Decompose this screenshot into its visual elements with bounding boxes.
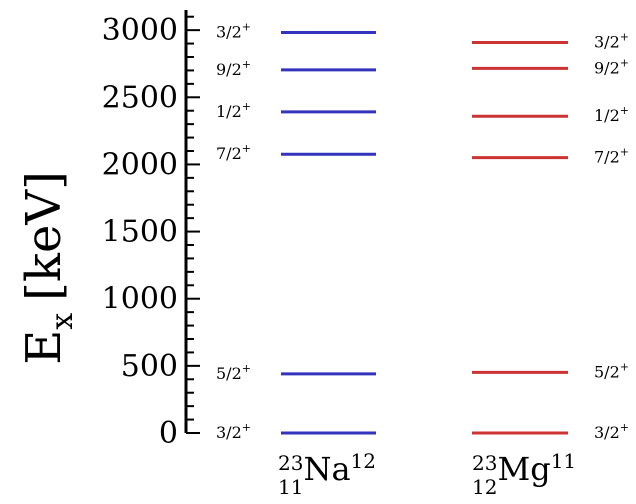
y-axis: 0 500 1000 1500 2000 2500 3000 [102,10,200,451]
mg-mass-number: 23 [472,451,497,475]
na-level-label: 9/2+ [216,58,251,79]
y-tick-label: 500 [121,349,178,384]
na-level-label: 1/2+ [216,100,251,121]
y-axis-label-unit: [keV] [16,171,72,301]
mg-neutron-number: 11 [551,449,576,473]
na-level-label: 7/2+ [216,142,251,163]
y-axis-label: Ex [keV] [16,171,80,365]
mg-level-label: 1/2+ [594,104,629,125]
y-axis-label-subscript: x [45,313,80,330]
mg-level-label: 5/2+ [594,360,629,381]
y-tick-label: 3000 [102,13,178,48]
mg-level-label: 9/2+ [594,56,629,77]
y-tick-label: 2500 [102,80,178,115]
nucleus-labels: 23Na12 11 23Mg11 12 [278,449,576,499]
y-tick-label: 2000 [102,147,178,182]
na-proton-number: 11 [278,475,303,499]
level-lines: 3/2+ 5/2+ 7/2+ 1/2+ 9/2+ 3/2+ 3/2+ 5/2+ 7/2+ 1/2+… [216,21,629,442]
na-mass-number: 23 [278,451,303,475]
na-level-label: 3/2+ [216,421,251,442]
na-level-label: 3/2+ [216,21,251,42]
nucleus-label-na: 23Na12 [278,449,376,488]
mg-level-label: 3/2+ [594,421,629,442]
na-element: Na [303,450,350,488]
y-tick-label: 1500 [102,215,178,250]
y-tick-label: 1000 [102,282,178,317]
nucleus-label-mg: 23Mg11 [472,449,576,488]
y-axis-label-symbol: E [16,330,72,365]
mg-element: Mg [497,450,550,488]
na-level-label: 5/2+ [216,362,251,383]
mg-level-label: 3/2+ [594,30,629,51]
mg-level-label: 7/2+ [594,146,629,167]
svg-text:Ex[keV]: Ex [keV] [16,171,80,365]
y-tick-label: 0 [159,416,178,451]
mg-proton-number: 12 [472,475,497,499]
na-neutron-number: 12 [351,449,376,473]
